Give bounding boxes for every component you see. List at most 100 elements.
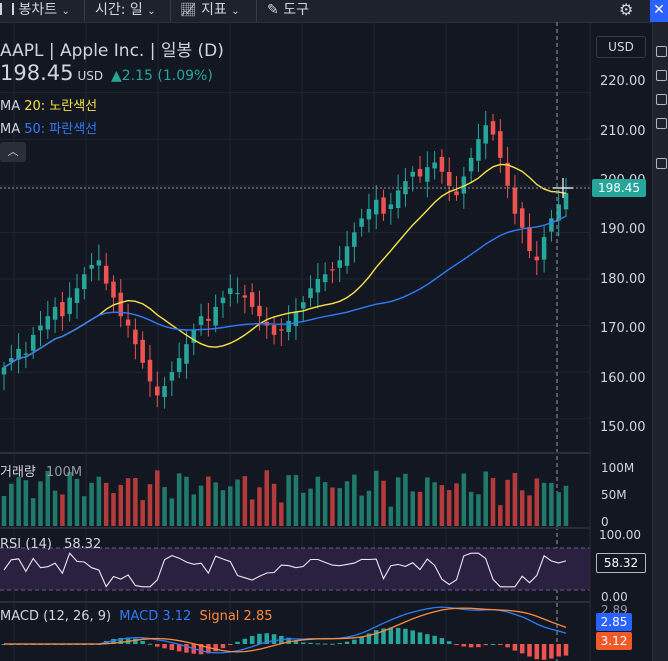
volume-label: 거래량 [0, 465, 36, 480]
macd-hist-bar [432, 635, 437, 644]
volume-bar [490, 478, 496, 526]
alert-icon[interactable] [656, 70, 667, 81]
candle-body [417, 169, 423, 177]
macd-hist-bar [176, 644, 182, 652]
candle-body [563, 193, 569, 210]
candle-body [519, 208, 525, 228]
volume-bar [133, 478, 138, 526]
macd-hist-bar [125, 637, 131, 644]
volume-bar [213, 482, 218, 526]
calendar-icon[interactable] [656, 158, 667, 169]
volume-bar [67, 471, 72, 526]
macd-value: MACD 3.12 [119, 609, 192, 624]
candle-body [308, 288, 313, 299]
checklist-icon[interactable] [656, 94, 667, 105]
macd-hist-bar [300, 642, 306, 644]
volume-bar [9, 483, 14, 526]
macd-hist-bar [242, 638, 248, 644]
macd-hist-bar [140, 640, 145, 644]
candle-body [432, 162, 437, 169]
currency-selector[interactable]: USD [596, 36, 646, 58]
candle-body [556, 204, 561, 221]
volume-bar [549, 482, 554, 526]
candle-body [133, 329, 138, 345]
toolbar-divider [84, 0, 85, 22]
chart-canvas[interactable] [0, 22, 668, 661]
pencil-icon: ✎ [267, 2, 279, 18]
candle-body [541, 237, 547, 260]
volume-bar [315, 476, 321, 526]
macd-hist-bar [476, 644, 481, 648]
candle-body [286, 320, 291, 332]
macd-hist-bar [213, 644, 218, 652]
macd-label: MACD (12, 26, 9) [0, 609, 112, 624]
volume-bar [527, 495, 532, 526]
volume-bar [271, 483, 277, 526]
price-tick: 190.00 [600, 222, 646, 237]
ma20-legend: MA 20: 노란색선 [0, 95, 97, 114]
interval-button[interactable]: 시간: 일 ⌄ [95, 0, 156, 22]
volume-bar [461, 473, 467, 526]
macd-hist-bar [549, 644, 554, 659]
close-icon[interactable]: ✕ [650, 0, 668, 22]
gear-icon[interactable]: ⚙ [619, 0, 634, 19]
volume-tick: 100M [601, 461, 635, 475]
macd-hist-bar [534, 644, 540, 660]
candle-body [147, 359, 153, 382]
candle-body [498, 131, 503, 158]
price-tick: 160.00 [600, 371, 646, 386]
volume-bar [293, 475, 299, 526]
toolbar-divider [170, 0, 171, 22]
crosshair-cursor [553, 178, 573, 198]
macd-hist-bar [257, 633, 262, 644]
candle-body [118, 292, 124, 317]
macd-hist-bar [359, 636, 364, 644]
macd-hist-bar [293, 640, 299, 644]
indicators-button[interactable]: 📈︎ 지표 ⌄ [180, 0, 240, 22]
macd-hist-bar [271, 634, 277, 644]
candle-body [337, 260, 343, 268]
volume-bar [206, 476, 211, 526]
candle-body [162, 386, 167, 398]
signal-value: Signal 2.85 [199, 609, 273, 624]
candle-body [388, 204, 394, 210]
volume-bar [279, 502, 284, 526]
rsi-value: 58.32 [64, 537, 102, 552]
candle-body [461, 176, 467, 194]
macd-hist-bar [366, 633, 372, 644]
macd-hist-bar [468, 644, 474, 648]
macd-hist-bar [512, 644, 518, 651]
price-change: ▲2.15 (1.09%) [111, 68, 213, 84]
candle-body [125, 319, 131, 326]
volume-bar [286, 475, 291, 526]
chart-type-label: 봉차트 [18, 2, 58, 18]
candle-body [60, 302, 65, 317]
chevron-down-icon: ⌄ [61, 6, 70, 17]
volume-bar [38, 481, 43, 526]
indicators-icon: 📈︎ [180, 3, 197, 18]
volume-value: 100M [46, 465, 83, 480]
macd-hist-bar [541, 644, 547, 660]
candle-body [454, 191, 459, 196]
volume-bar [155, 470, 160, 526]
macd-hist-bar [373, 630, 379, 644]
candle-body [373, 199, 379, 215]
volume-bar [30, 498, 36, 526]
ma20-text: 20: 노란색선 [24, 99, 98, 114]
chart-type-button[interactable]: 봉차트 ⌄ [0, 0, 70, 22]
macd-hist-bar [184, 644, 189, 653]
macd-hist-bar [220, 644, 226, 649]
volume-bar [512, 472, 518, 526]
chevron-down-icon: ⌄ [231, 6, 240, 17]
drawing-tools-button[interactable]: ✎ 도구 [267, 0, 309, 22]
volume-bar [111, 493, 116, 526]
volume-bars [1, 470, 569, 526]
candle-body [512, 187, 518, 214]
macd-hist-bar [315, 643, 321, 645]
watchlist-icon[interactable] [656, 46, 667, 57]
data-window-icon[interactable] [656, 118, 667, 129]
collapse-legend-button[interactable]: ︿ [0, 142, 26, 162]
macd-hist-bar [439, 638, 445, 644]
candle-body [322, 274, 328, 283]
volume-bar [264, 470, 270, 526]
